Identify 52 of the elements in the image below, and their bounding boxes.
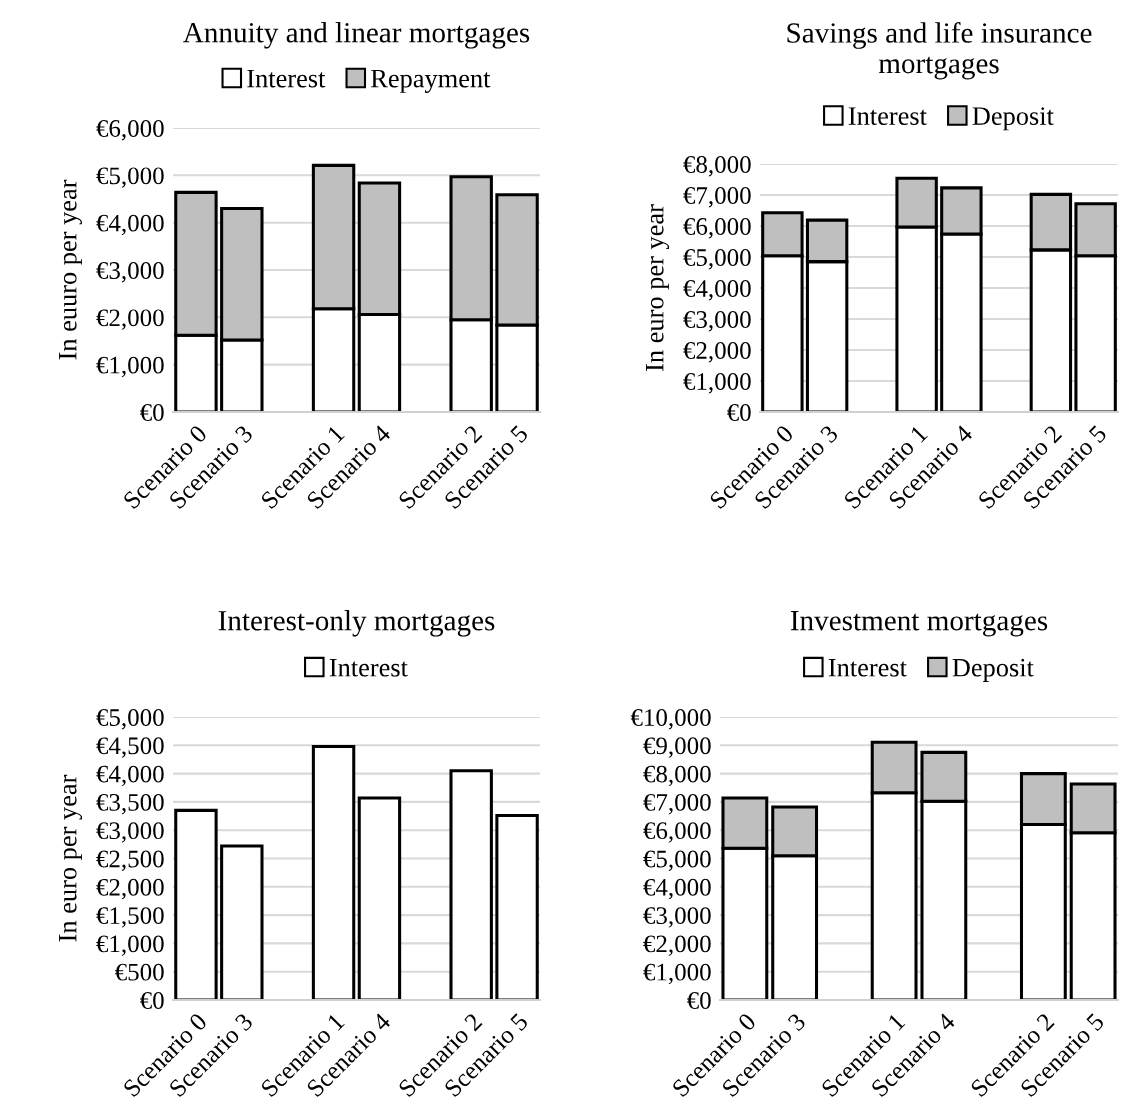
y-tick-label: €10,000 bbox=[630, 709, 711, 730]
chart-title: Annuity and linear mortgages bbox=[183, 22, 530, 49]
y-tick-label: €2,000 bbox=[683, 342, 751, 363]
y-tick-label: €4,500 bbox=[96, 737, 164, 758]
y-tick-label: €6,000 bbox=[96, 120, 164, 141]
y-tick-label: €6,000 bbox=[643, 822, 711, 843]
legend-label: Interest bbox=[848, 107, 927, 125]
y-axis-title: In euro per year bbox=[646, 204, 670, 371]
legend-label: Interest bbox=[828, 659, 907, 677]
y-tick-label: €2,000 bbox=[96, 878, 164, 900]
legend-label: Interest bbox=[247, 69, 326, 88]
y-tick-label: €2,500 bbox=[96, 850, 164, 872]
y-tick-label: €3,000 bbox=[683, 311, 751, 332]
chart-title: Investment mortgages bbox=[790, 611, 1048, 637]
y-tick-label: €0 bbox=[140, 992, 164, 1009]
y-tick-label: €3,000 bbox=[643, 907, 711, 928]
y-tick-label: €1,000 bbox=[683, 373, 751, 394]
y-tick-label: €0 bbox=[687, 992, 711, 1009]
legend-label: Repayment bbox=[371, 69, 491, 93]
y-tick-label: €9,000 bbox=[643, 737, 711, 758]
y-tick-label: €1,000 bbox=[96, 356, 164, 378]
y-tick-label: €5,000 bbox=[643, 850, 711, 872]
y-tick-label: €4,000 bbox=[683, 280, 751, 301]
y-tick-label: €6,000 bbox=[683, 218, 751, 239]
chart-title: Savings and life insurance mortgages bbox=[787, 22, 1092, 80]
y-tick-label: €4,000 bbox=[643, 878, 711, 900]
legend-label: Interest bbox=[329, 659, 408, 677]
y-tick-label: €5,000 bbox=[683, 249, 751, 270]
y-tick-label: €4,000 bbox=[96, 765, 164, 787]
y-tick-label: €8,000 bbox=[643, 765, 711, 787]
y-tick-label: €3,500 bbox=[96, 793, 164, 815]
y-tick-label: €2,000 bbox=[643, 935, 711, 956]
y-tick-label: €1,500 bbox=[96, 907, 164, 928]
y-axis-title: In euro per year bbox=[59, 774, 83, 942]
legend-label: Deposit bbox=[952, 658, 1034, 682]
y-tick-label: €7,000 bbox=[683, 187, 751, 208]
y-tick-label: €3,000 bbox=[96, 262, 164, 283]
y-tick-label: €7,000 bbox=[643, 793, 711, 815]
y-tick-label: €1,000 bbox=[643, 963, 711, 985]
y-tick-label: €2,000 bbox=[96, 309, 164, 330]
y-tick-label: €8,000 bbox=[683, 156, 751, 177]
chart-title: Interest-only mortgages bbox=[218, 610, 495, 637]
y-tick-label: €5,000 bbox=[96, 709, 164, 730]
y-tick-label: €0 bbox=[140, 404, 164, 421]
y-tick-label: €4,000 bbox=[96, 214, 164, 236]
y-tick-label: €1,000 bbox=[96, 935, 164, 956]
y-tick-label: €5,000 bbox=[96, 167, 164, 188]
y-tick-label: €500 bbox=[115, 963, 164, 981]
legend-label: Deposit bbox=[972, 107, 1054, 131]
y-tick-label: €0 bbox=[727, 404, 751, 421]
y-axis-title: In euuro per year bbox=[59, 179, 83, 360]
y-tick-label: €3,000 bbox=[96, 822, 164, 843]
